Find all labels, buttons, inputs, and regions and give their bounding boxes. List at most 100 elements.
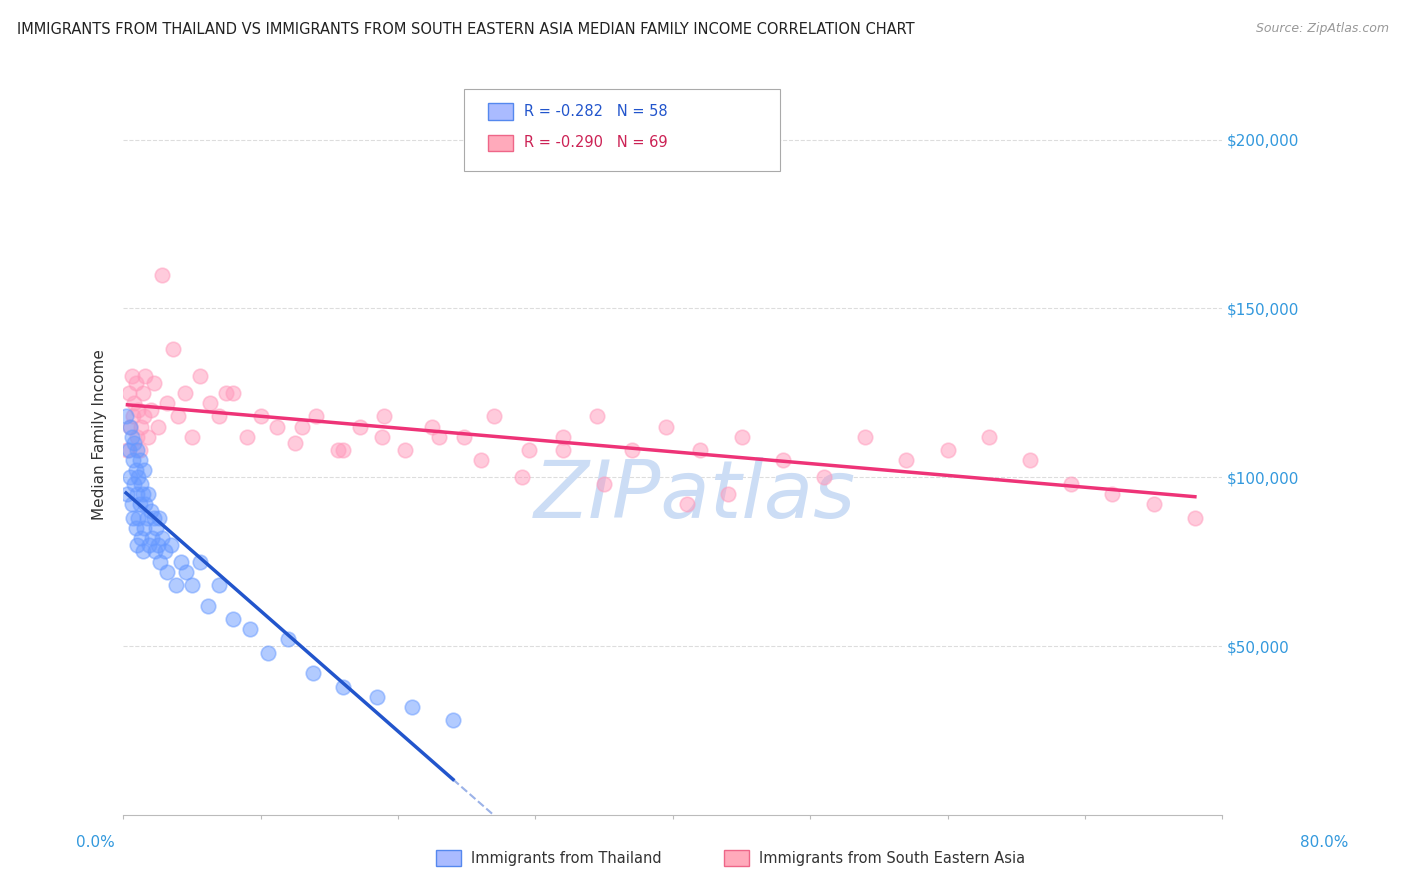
Point bbox=[427, 430, 450, 444]
Point bbox=[160, 538, 183, 552]
Point bbox=[620, 443, 643, 458]
Point bbox=[139, 504, 162, 518]
Text: ZIPatlas: ZIPatlas bbox=[534, 457, 856, 535]
Point bbox=[222, 385, 245, 400]
Point bbox=[162, 342, 184, 356]
Point bbox=[121, 368, 143, 383]
Point bbox=[689, 443, 711, 458]
Text: 80.0%: 80.0% bbox=[1301, 836, 1348, 850]
Point bbox=[134, 497, 156, 511]
Point bbox=[122, 453, 145, 467]
Point bbox=[551, 443, 574, 458]
Point bbox=[150, 268, 173, 282]
Point bbox=[266, 419, 288, 434]
Point bbox=[215, 385, 238, 400]
Point bbox=[115, 409, 138, 424]
Point bbox=[138, 538, 160, 552]
Point bbox=[120, 470, 142, 484]
Point bbox=[174, 385, 197, 400]
Point bbox=[373, 409, 395, 424]
Point bbox=[332, 443, 354, 458]
Text: Source: ZipAtlas.com: Source: ZipAtlas.com bbox=[1256, 22, 1389, 36]
Point bbox=[131, 544, 153, 558]
Point bbox=[117, 443, 139, 458]
Point bbox=[1101, 487, 1123, 501]
Point bbox=[208, 578, 231, 592]
Point bbox=[291, 419, 314, 434]
Point bbox=[120, 419, 142, 434]
Point bbox=[170, 555, 193, 569]
Point bbox=[118, 443, 141, 458]
Point bbox=[167, 409, 190, 424]
Point bbox=[141, 531, 163, 545]
Point bbox=[675, 497, 697, 511]
Point bbox=[853, 430, 876, 444]
Point bbox=[132, 521, 155, 535]
Point bbox=[128, 453, 150, 467]
Point bbox=[132, 409, 155, 424]
Point bbox=[188, 368, 211, 383]
Point bbox=[153, 544, 176, 558]
Point bbox=[239, 622, 262, 636]
Point bbox=[125, 443, 148, 458]
Point bbox=[422, 419, 444, 434]
Point bbox=[148, 510, 170, 524]
Point bbox=[124, 396, 146, 410]
Point bbox=[453, 430, 475, 444]
Point bbox=[131, 487, 153, 501]
Point bbox=[118, 385, 141, 400]
Point bbox=[551, 430, 574, 444]
Point bbox=[121, 430, 143, 444]
Point bbox=[132, 463, 155, 477]
Point bbox=[129, 531, 152, 545]
Point bbox=[1184, 510, 1206, 524]
Point bbox=[122, 409, 145, 424]
Point bbox=[127, 470, 149, 484]
Point bbox=[730, 430, 752, 444]
Point bbox=[284, 436, 307, 450]
Point bbox=[124, 376, 146, 390]
Point bbox=[977, 430, 1000, 444]
Point bbox=[146, 419, 169, 434]
Point bbox=[188, 555, 211, 569]
Point bbox=[165, 578, 187, 592]
Point bbox=[131, 385, 153, 400]
Point bbox=[120, 419, 142, 434]
Point bbox=[484, 409, 506, 424]
Point bbox=[772, 453, 794, 467]
Point bbox=[366, 690, 388, 704]
Point bbox=[146, 538, 169, 552]
Point bbox=[145, 521, 167, 535]
Point bbox=[135, 510, 157, 524]
Point bbox=[510, 470, 533, 484]
Point bbox=[332, 680, 354, 694]
Text: IMMIGRANTS FROM THAILAND VS IMMIGRANTS FROM SOUTH EASTERN ASIA MEDIAN FAMILY INC: IMMIGRANTS FROM THAILAND VS IMMIGRANTS F… bbox=[17, 22, 914, 37]
Point bbox=[124, 463, 146, 477]
Point bbox=[277, 632, 299, 647]
Point bbox=[586, 409, 609, 424]
Point bbox=[128, 443, 150, 458]
Point bbox=[1060, 477, 1083, 491]
Point bbox=[517, 443, 540, 458]
Point bbox=[896, 453, 918, 467]
Point bbox=[304, 409, 326, 424]
Text: Immigrants from Thailand: Immigrants from Thailand bbox=[471, 851, 662, 865]
Point bbox=[129, 477, 152, 491]
Point bbox=[125, 487, 148, 501]
Point bbox=[1019, 453, 1042, 467]
Text: 0.0%: 0.0% bbox=[76, 836, 115, 850]
Point bbox=[139, 402, 162, 417]
Text: R = -0.290   N = 69: R = -0.290 N = 69 bbox=[524, 136, 668, 150]
Point bbox=[143, 544, 166, 558]
Point bbox=[125, 430, 148, 444]
Point bbox=[256, 646, 278, 660]
Point bbox=[127, 402, 149, 417]
Point bbox=[136, 487, 159, 501]
Point bbox=[121, 497, 143, 511]
Point bbox=[197, 599, 219, 613]
Point bbox=[181, 578, 204, 592]
Point bbox=[150, 531, 173, 545]
Point bbox=[1143, 497, 1166, 511]
Point bbox=[198, 396, 221, 410]
Point bbox=[717, 487, 740, 501]
